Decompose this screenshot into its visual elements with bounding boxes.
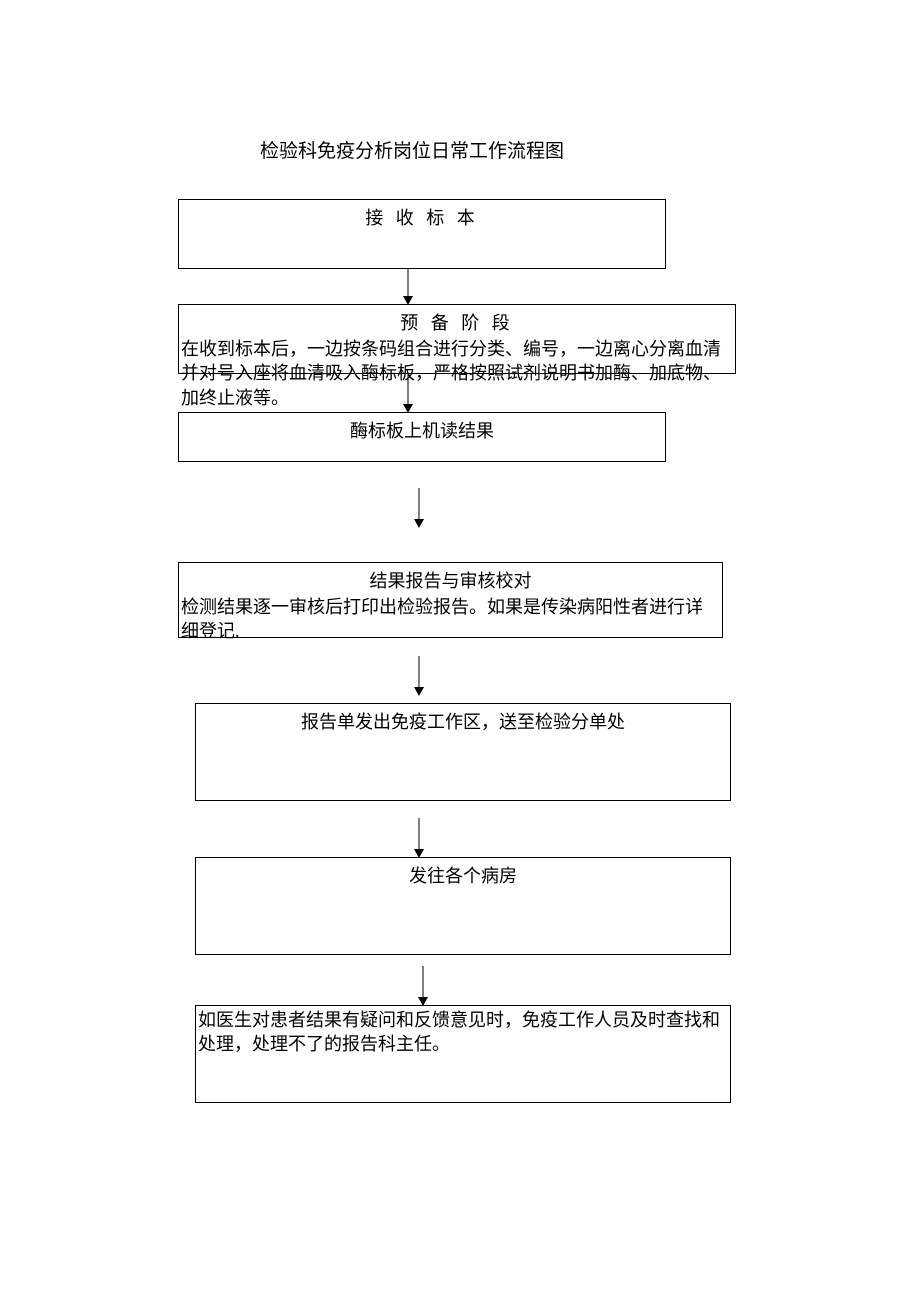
node-body: 在收到标本后，一边按条码组合进行分类、编号，一边离心分离血清并对号入座将血清吸入… xyxy=(179,335,735,412)
node-title: 结果报告与审核校对 xyxy=(179,563,722,593)
node-title: 接 收 标 本 xyxy=(179,200,665,230)
flow-node-prepare: 预 备 阶 段 在收到标本后，一边按条码组合进行分类、编号，一边离心分离血清并对… xyxy=(178,304,736,374)
node-title: 酶标板上机读结果 xyxy=(179,413,665,443)
node-title: 预 备 阶 段 xyxy=(179,305,735,335)
arrow-6-7 xyxy=(417,966,429,1006)
page-title: 检验科免疫分析岗位日常工作流程图 xyxy=(260,136,564,163)
node-title: 报告单发出免疫工作区，送至检验分单处 xyxy=(196,704,730,734)
flow-node-read-result: 酶标板上机读结果 xyxy=(178,412,666,462)
flow-node-send-report: 报告单发出免疫工作区，送至检验分单处 xyxy=(195,703,731,801)
flow-node-report-review: 结果报告与审核校对 检测结果逐一审核后打印出检验报告。如果是传染病阳性者进行详细… xyxy=(178,562,723,638)
arrow-4-5 xyxy=(413,656,425,696)
flow-node-receive: 接 收 标 本 xyxy=(178,199,666,269)
arrow-3-4 xyxy=(413,488,425,528)
arrow-5-6 xyxy=(413,818,425,858)
arrow-2-3 xyxy=(402,374,414,413)
node-body: 如医生对患者结果有疑问和反馈意见时，免疫工作人员及时查找和处理，处理不了的报告科… xyxy=(196,1006,730,1059)
node-title: 发往各个病房 xyxy=(196,858,730,888)
node-body: 检测结果逐一审核后打印出检验报告。如果是传染病阳性者进行详细登记. xyxy=(179,593,722,646)
flow-node-send-wards: 发往各个病房 xyxy=(195,857,731,955)
arrow-1-2 xyxy=(402,269,414,305)
flow-node-feedback: 如医生对患者结果有疑问和反馈意见时，免疫工作人员及时查找和处理，处理不了的报告科… xyxy=(195,1005,731,1103)
